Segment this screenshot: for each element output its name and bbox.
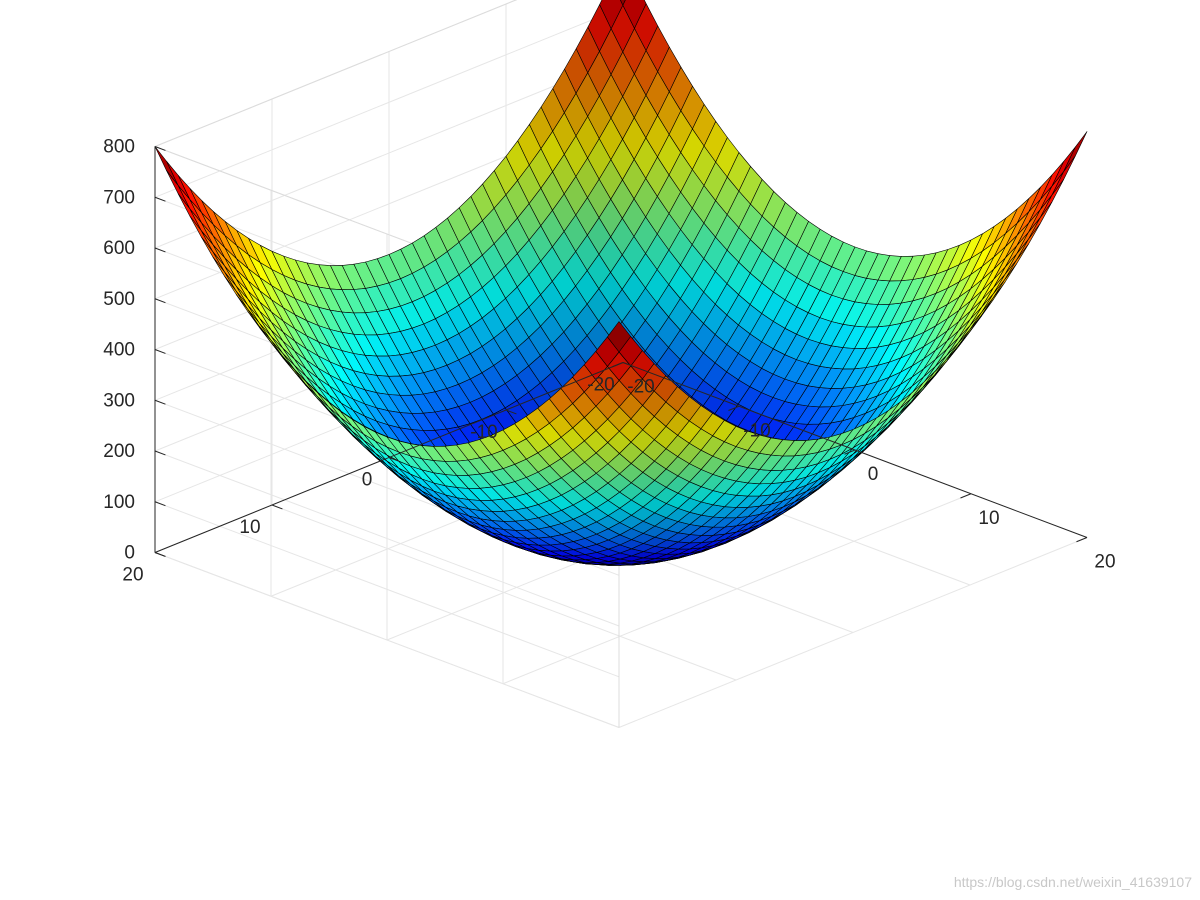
z-tick-label: 800 bbox=[103, 137, 135, 158]
x-tick bbox=[728, 405, 740, 411]
box-edge bbox=[154, 0, 518, 147]
y-tick bbox=[622, 362, 634, 367]
z-tick bbox=[154, 247, 166, 253]
x-tick-label: 20 bbox=[1094, 552, 1115, 573]
z-tick-label: 0 bbox=[124, 543, 135, 564]
x-tick bbox=[1076, 537, 1088, 543]
z-tick-label: 300 bbox=[103, 390, 135, 411]
z-tick-label: 400 bbox=[103, 340, 135, 361]
surface-patch bbox=[1063, 131, 1088, 172]
z-tick-label: 100 bbox=[103, 492, 135, 513]
y-tick-label: 0 bbox=[362, 470, 373, 491]
z-tick-label: 700 bbox=[103, 187, 135, 208]
z-tick-label: 600 bbox=[103, 238, 135, 259]
x-tick-label: -10 bbox=[743, 420, 770, 441]
z-tick bbox=[154, 450, 166, 456]
z-tick bbox=[154, 501, 166, 507]
z-tick-label: 200 bbox=[103, 441, 135, 462]
x-tick-label: 10 bbox=[978, 508, 999, 529]
z-tick bbox=[154, 552, 166, 557]
y-tick-label: 20 bbox=[122, 565, 143, 586]
watermark: https://blog.csdn.net/weixin_41639107 bbox=[953, 874, 1192, 890]
z-tick bbox=[154, 146, 166, 151]
z-tick bbox=[154, 399, 166, 405]
y-tick bbox=[271, 504, 283, 510]
y-tick-label: -20 bbox=[587, 375, 614, 396]
z-tick bbox=[154, 349, 166, 354]
surface-patch bbox=[154, 146, 179, 186]
y-tick-label: 10 bbox=[239, 517, 260, 538]
x-tick-label: 0 bbox=[868, 464, 879, 485]
x-tick bbox=[844, 449, 856, 455]
grid-line bbox=[271, 504, 737, 681]
z-tick-label: 500 bbox=[103, 289, 135, 310]
x-tick-label: -20 bbox=[627, 377, 654, 398]
z-tick bbox=[154, 298, 166, 304]
z-tick bbox=[154, 196, 166, 202]
surface-patch bbox=[1051, 146, 1076, 187]
y-tick-label: -10 bbox=[470, 422, 497, 443]
x-tick bbox=[612, 362, 624, 368]
y-tick bbox=[505, 409, 517, 415]
surface-mesh bbox=[154, 0, 1088, 566]
tick-labels: -20-1001020-20-1001020010020030040050060… bbox=[103, 137, 1115, 586]
axes bbox=[154, 146, 1088, 557]
x-tick bbox=[960, 493, 972, 499]
y-tick bbox=[388, 457, 400, 462]
